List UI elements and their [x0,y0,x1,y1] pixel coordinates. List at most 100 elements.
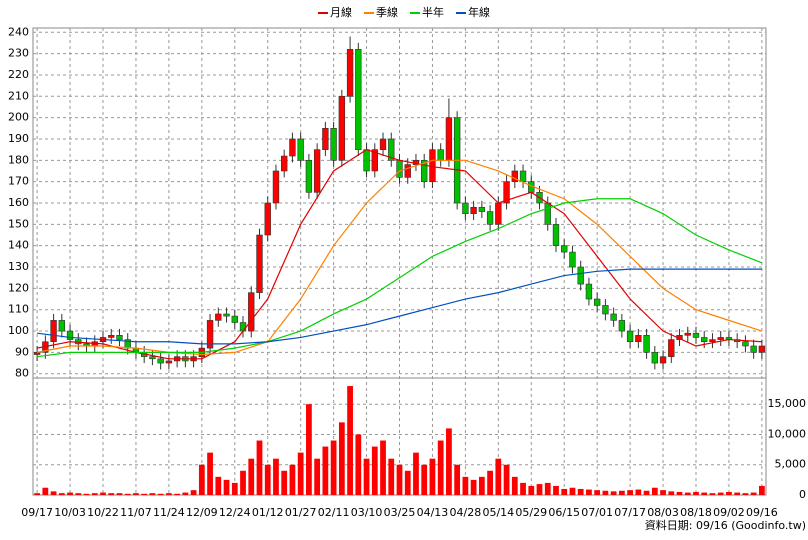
volume-bar [668,491,675,495]
volume-bar [586,489,592,495]
volume-bar [91,493,98,495]
volume-bar [215,476,222,495]
y-tick-label: 130 [8,260,29,273]
volume-bar [67,492,73,495]
y-tick-label: 190 [8,132,29,145]
candle-body [684,332,691,336]
volume-bar [248,458,255,495]
candle-body [577,266,584,285]
candle-body [470,206,477,214]
volume-bar [207,452,213,495]
volume-bar [190,490,197,495]
volume-bar [297,452,304,495]
volume-bar [495,458,502,495]
volume-bar [676,491,683,495]
volume-bar [83,493,90,495]
candle-body [742,341,749,347]
volume-bar [750,492,757,495]
candle-body [355,49,362,150]
candle-body [643,335,650,353]
volume-bar [141,493,148,495]
volume-bar [363,458,370,495]
candle-body [626,330,634,343]
footnote: 資料日期: 09/16 (Goodinfo.tw) [645,518,806,532]
volume-bar [231,482,238,495]
x-tick-label: 04/13 [417,506,449,519]
volume-bar [58,493,65,495]
candle-body [313,149,321,193]
candle-body [281,155,288,172]
candle-body [544,202,551,225]
volume-bar [478,476,485,495]
volume-bar [396,464,403,495]
y-tick-label: 140 [8,239,29,252]
candle-body [346,49,354,97]
volume-bar [544,482,551,495]
candle-body [50,320,57,343]
candle-body [322,128,329,150]
volume-bar [289,464,296,495]
volume-bar [116,493,123,495]
y-tick-label: 210 [8,89,29,102]
volume-bar [223,479,230,495]
candle-body [561,245,568,253]
volume-bar [100,492,106,495]
volume-bar [643,490,650,495]
candle-body [462,202,469,214]
volume-bar [347,386,353,495]
volume-bar [610,491,617,495]
volume-bar [322,446,329,495]
volume-bar [709,493,716,495]
x-tick-label: 05/29 [515,506,547,519]
legend-label: 季線 [376,5,398,19]
volume-bar [734,492,741,495]
candle-body [264,202,271,236]
volume-bar [133,493,139,495]
volume-bar [413,452,419,495]
candle-body [33,352,41,355]
candle-body [495,202,502,225]
candle-body [231,315,238,323]
x-tick-label: 01/12 [252,506,284,519]
candle-body [66,330,74,340]
x-tick-label: 11/24 [153,506,185,519]
candle-body [569,251,576,268]
candle-body [157,358,164,364]
volume-bar [577,488,584,495]
volume-bar [404,470,411,495]
candle-body [610,313,617,321]
y2-tick-label: 15,000 [768,397,807,410]
candle-body [272,170,280,204]
y-tick-label: 150 [8,217,29,230]
volume-bar [355,434,362,495]
candle-body [248,292,255,332]
candle-body [437,149,444,161]
volume-bar [421,464,428,495]
candle-body [552,224,560,246]
volume-bar [594,490,601,495]
volume-bar [166,493,172,495]
candle-body [717,337,724,340]
candle-body [692,332,700,338]
x-tick-label: 06/15 [548,506,580,519]
y-tick-label: 80 [15,367,29,380]
x-tick-label: 12/09 [186,506,218,519]
volume-bar [264,464,271,495]
volume-bar [429,458,436,495]
y2-tick-label: 5,000 [775,458,807,471]
volume-bar [108,493,115,495]
volume-bar [511,476,518,495]
candle-body [445,117,453,161]
plot-frame [32,27,767,496]
candle-body [651,352,658,364]
x-tick-label: 04/28 [450,506,482,519]
volume-bar [470,479,477,495]
x-tick-label: 09/17 [21,506,53,519]
volume-bar [240,470,246,495]
y2-tick-label: 10,000 [768,427,807,440]
candle-body [58,320,66,332]
candle-body [421,160,428,182]
volume-bar [157,493,164,495]
volume-bar [627,490,633,495]
